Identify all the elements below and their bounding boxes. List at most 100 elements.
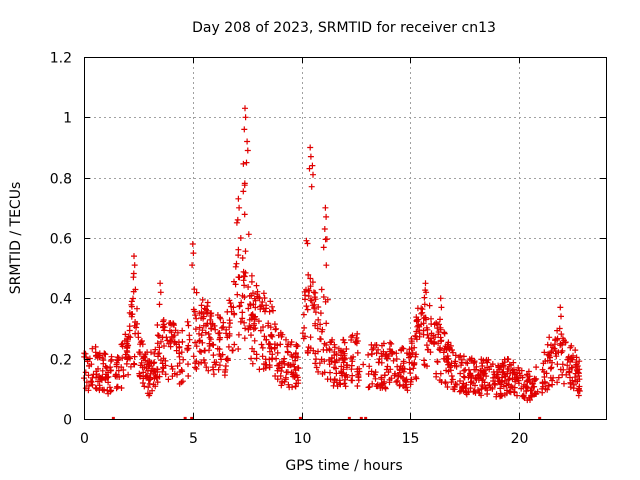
data-point	[446, 346, 453, 353]
data-point	[558, 349, 565, 356]
data-point	[459, 383, 466, 390]
data-point	[575, 387, 582, 394]
data-point	[251, 348, 257, 355]
data-point	[289, 353, 296, 360]
data-point	[233, 260, 240, 267]
data-point	[137, 339, 144, 346]
data-point	[312, 289, 319, 296]
data-point	[236, 303, 243, 310]
data-point	[252, 313, 259, 320]
data-point	[448, 379, 455, 386]
data-point	[415, 322, 422, 329]
data-point	[154, 322, 161, 328]
data-point	[418, 305, 425, 312]
data-point	[288, 339, 295, 345]
data-point	[505, 376, 512, 383]
data-point	[531, 383, 538, 390]
data-point	[412, 332, 419, 339]
data-point	[445, 368, 452, 375]
data-point	[220, 324, 227, 330]
data-point	[230, 304, 237, 311]
data-point	[186, 332, 193, 339]
data-point	[559, 361, 566, 368]
data-point	[274, 349, 281, 356]
data-point	[251, 295, 258, 302]
x-tick-label: 20	[511, 431, 529, 447]
data-point	[237, 318, 244, 325]
data-point	[572, 347, 579, 354]
data-point	[198, 349, 205, 355]
data-point	[574, 368, 581, 374]
data-point	[127, 355, 133, 362]
data-point	[327, 369, 333, 376]
data-point	[156, 301, 163, 308]
data-point	[205, 331, 212, 337]
data-point	[137, 351, 143, 357]
data-point	[303, 303, 310, 310]
data-point	[556, 325, 563, 332]
data-point	[89, 345, 96, 352]
data-point	[266, 364, 273, 371]
data-point	[274, 362, 281, 369]
data-point	[305, 293, 312, 299]
data-point	[570, 352, 576, 359]
data-point	[426, 302, 433, 309]
data-point	[232, 281, 239, 288]
data-point	[501, 371, 508, 378]
data-point	[203, 364, 210, 371]
data-point	[122, 351, 129, 358]
data-point	[248, 272, 255, 279]
data-point	[285, 381, 292, 388]
data-point	[239, 309, 246, 316]
data-point	[265, 341, 272, 348]
data-point	[174, 329, 181, 336]
data-point	[485, 382, 492, 389]
data-point	[493, 391, 500, 398]
data-point	[307, 345, 314, 352]
data-point	[508, 362, 515, 369]
data-point	[433, 373, 440, 380]
data-point	[552, 350, 559, 357]
data-point	[354, 383, 361, 389]
data-point	[168, 321, 175, 328]
data-point	[318, 286, 325, 293]
data-point	[240, 188, 247, 195]
data-point	[130, 288, 137, 295]
data-point	[157, 289, 164, 296]
data-point	[393, 379, 400, 385]
data-point	[293, 341, 300, 348]
data-point	[514, 392, 520, 399]
data-point	[198, 302, 205, 309]
data-point	[178, 349, 185, 356]
data-point	[308, 183, 315, 190]
data-point	[404, 350, 410, 357]
data-point	[114, 383, 121, 390]
data-point	[119, 343, 126, 350]
data-point	[448, 373, 455, 379]
data-point	[480, 369, 486, 376]
data-point	[507, 370, 514, 377]
data-point	[259, 353, 266, 360]
data-point	[372, 369, 379, 376]
data-point	[310, 171, 316, 178]
data-point	[379, 342, 385, 349]
data-point	[294, 343, 301, 349]
data-point	[381, 372, 388, 379]
data-point	[544, 357, 551, 364]
data-point	[515, 364, 522, 371]
data-point	[155, 350, 162, 357]
data-point	[406, 346, 413, 353]
data-point	[161, 343, 167, 349]
data-point	[497, 385, 504, 392]
data-point	[152, 346, 159, 353]
data-point	[192, 339, 199, 346]
data-point	[89, 381, 96, 388]
data-point	[465, 389, 472, 396]
data-point	[317, 335, 323, 342]
data-point	[420, 320, 427, 327]
data-point	[245, 284, 252, 290]
data-point	[156, 344, 163, 351]
data-point	[333, 351, 340, 357]
data-point	[102, 375, 109, 381]
data-point	[434, 358, 441, 365]
